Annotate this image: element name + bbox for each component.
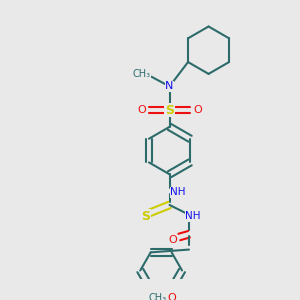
Text: N: N (165, 81, 174, 92)
Text: CH₃: CH₃ (148, 293, 167, 300)
Text: NH: NH (185, 211, 201, 221)
Text: O: O (168, 235, 177, 245)
Text: O: O (137, 105, 146, 115)
Text: NH: NH (170, 188, 186, 197)
Text: CH₃: CH₃ (133, 69, 151, 79)
Text: O: O (167, 293, 176, 300)
Text: S: S (165, 103, 174, 117)
Text: O: O (193, 105, 202, 115)
Text: S: S (141, 210, 150, 223)
